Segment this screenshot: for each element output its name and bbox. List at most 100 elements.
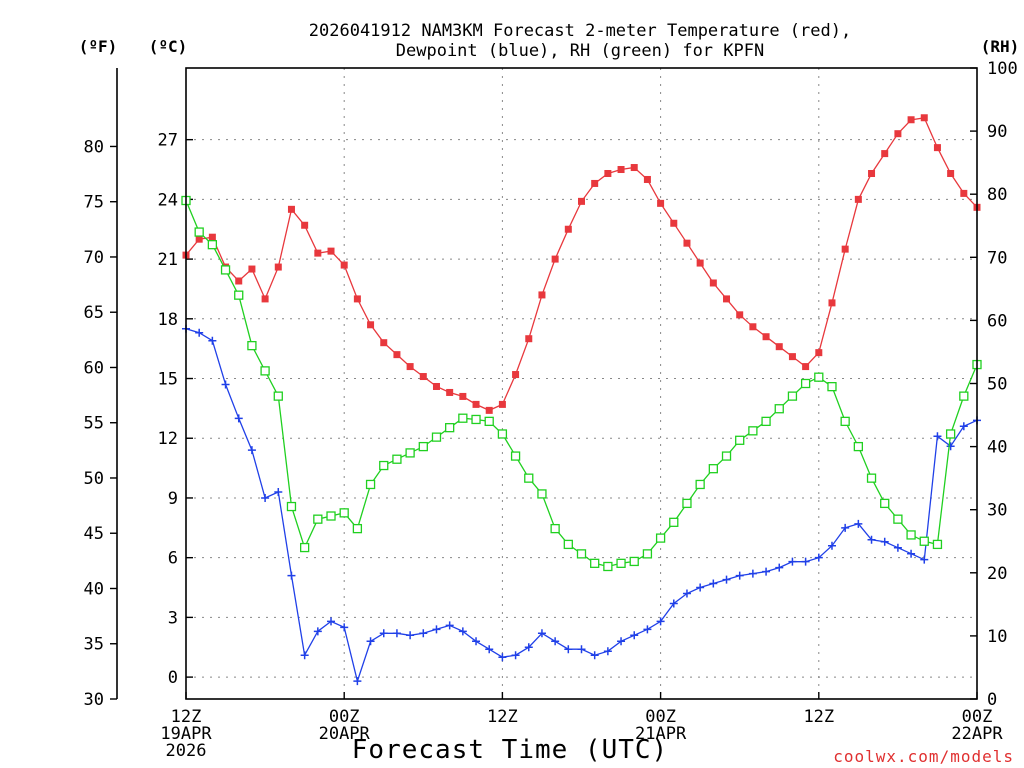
temperature-point <box>432 382 440 390</box>
chart-title-line1: 2026041912 NAM3KM Forecast 2-meter Tempe… <box>309 21 851 41</box>
temperature-point <box>683 239 691 247</box>
dewpoint-point <box>537 629 546 638</box>
dewpoint-point <box>682 589 691 598</box>
rh-point <box>220 265 231 275</box>
dewpoint-point <box>327 617 336 626</box>
temperature-point <box>643 175 651 183</box>
dewpoint-point <box>274 487 283 496</box>
rh-point <box>537 489 547 499</box>
fahrenheit-tick-label: 50 <box>84 469 104 489</box>
celsius-tick-label: 9 <box>168 489 178 509</box>
temperature-point <box>459 392 467 400</box>
dewpoint-point <box>775 563 784 572</box>
fahrenheit-unit-label: (ºF) <box>79 37 118 56</box>
temperature-point <box>525 335 533 343</box>
rh-point <box>814 372 824 382</box>
x-tick-label: 12Z <box>803 707 834 727</box>
temperature-point <box>802 363 810 371</box>
temperature-point <box>538 291 546 299</box>
dewpoint-point <box>221 380 230 389</box>
temperature-point <box>815 349 823 357</box>
series-2 <box>181 195 982 572</box>
temperature-point <box>933 144 941 152</box>
rh-point <box>800 378 811 389</box>
fahrenheit-tick-label: 45 <box>84 524 104 544</box>
temperature-point <box>406 363 414 371</box>
dewpoint-point <box>247 446 256 455</box>
rh-point <box>721 451 732 461</box>
rh-point <box>695 479 705 490</box>
temperature-point <box>604 169 612 177</box>
dewpoint-point <box>379 629 388 638</box>
dewpoint-point <box>472 637 481 646</box>
dewpoint-point <box>564 645 573 654</box>
rh-point <box>853 441 863 452</box>
dewpoint-point <box>498 653 507 662</box>
rh-point <box>418 441 428 452</box>
dewpoint-point <box>485 645 494 654</box>
temperature-point <box>696 259 704 267</box>
temperature-point <box>314 249 322 257</box>
series-line <box>185 200 978 568</box>
rh-point <box>299 542 310 553</box>
temperature-point <box>723 295 731 303</box>
rh-point <box>471 414 481 425</box>
dewpoint-point <box>603 647 612 656</box>
rh-tick-label: 20 <box>987 564 1007 584</box>
rh-point <box>484 416 494 427</box>
dewpoint-point <box>801 557 810 566</box>
temperature-point <box>960 189 968 197</box>
dewpoint-point <box>709 579 718 588</box>
rh-tick-label: 90 <box>987 122 1007 142</box>
temperature-point <box>340 261 348 269</box>
rh-point <box>959 391 969 401</box>
dewpoint-point <box>762 567 771 576</box>
x-tick-label: 2026 <box>166 741 207 761</box>
dewpoint-point <box>854 519 863 528</box>
dewpoint-point <box>959 422 968 431</box>
fahrenheit-tick-label: 35 <box>84 635 104 655</box>
rh-tick-label: 40 <box>987 438 1007 458</box>
rh-point <box>273 391 283 401</box>
temperature-point <box>446 388 454 396</box>
rh-tick-label: 50 <box>987 375 1007 395</box>
temperature-point <box>788 353 796 361</box>
dewpoint-point <box>617 637 626 646</box>
rh-point <box>445 423 455 433</box>
celsius-tick-label: 3 <box>168 608 178 628</box>
rh-point <box>945 429 956 439</box>
rh-point <box>313 514 323 524</box>
series-0 <box>182 114 981 414</box>
dewpoint-point <box>208 336 217 345</box>
x-tick-label: 00Z <box>329 707 360 727</box>
rh-point <box>840 416 850 427</box>
temperature-point <box>709 279 717 287</box>
rh-point <box>497 429 508 439</box>
temperature-point <box>248 265 256 273</box>
rh-point <box>510 451 521 461</box>
temperature-point <box>736 311 744 319</box>
dewpoint-point <box>590 651 599 660</box>
temperature-point <box>762 333 770 341</box>
temperature-point <box>881 150 889 158</box>
rh-point <box>550 523 560 534</box>
temperature-point <box>749 323 757 331</box>
dewpoint-point <box>907 549 916 558</box>
dewpoint-point <box>669 599 678 608</box>
dewpoint-point <box>920 555 929 564</box>
rh-point <box>932 539 943 550</box>
rh-point <box>919 536 929 546</box>
dewpoint-point <box>353 677 362 686</box>
dewpoint-point <box>630 631 639 640</box>
rh-point <box>880 498 890 509</box>
dewpoint-point <box>893 543 902 552</box>
fahrenheit-tick-label: 55 <box>84 414 104 434</box>
temperature-point <box>235 277 243 285</box>
series-line <box>185 117 978 412</box>
dewpoint-point <box>392 629 401 638</box>
celsius-unit-label: (ºC) <box>149 37 188 56</box>
temperature-point <box>670 219 678 227</box>
temperature-point <box>591 179 599 187</box>
rh-point <box>906 530 916 540</box>
rh-point <box>379 460 389 471</box>
